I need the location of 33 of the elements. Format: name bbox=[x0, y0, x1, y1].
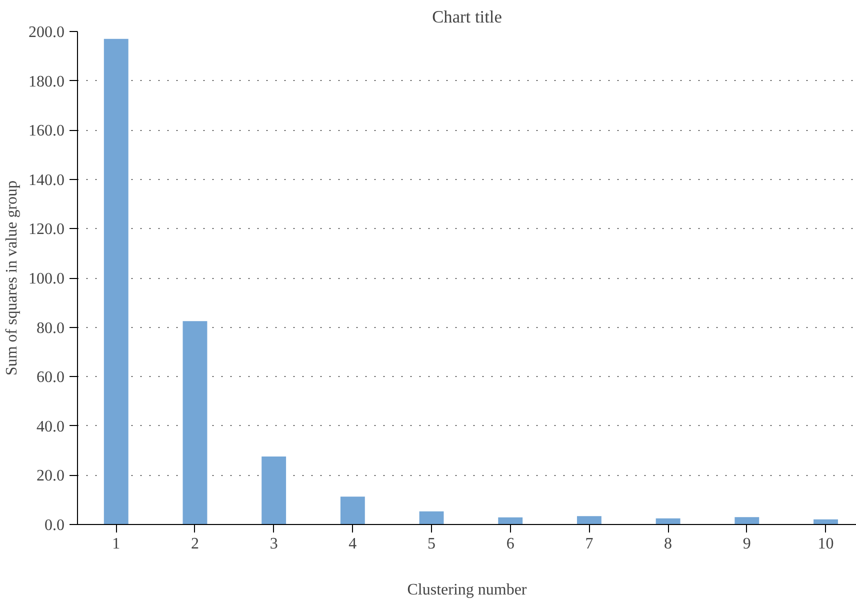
y-tick-label: 120.0 bbox=[28, 221, 64, 238]
y-tick-label: 60.0 bbox=[36, 369, 64, 386]
x-axis-title: Clustering number bbox=[407, 582, 528, 598]
x-tick-label: 8 bbox=[664, 536, 672, 552]
y-tick-label: 0.0 bbox=[44, 517, 64, 534]
bar bbox=[656, 518, 680, 524]
bar bbox=[498, 517, 523, 524]
x-tick-label: 10 bbox=[818, 536, 834, 552]
y-tick-label: 140.0 bbox=[28, 172, 64, 189]
x-tick-label: 1 bbox=[112, 536, 120, 552]
x-tick-label: 7 bbox=[585, 536, 594, 552]
y-tick-label: 160.0 bbox=[28, 122, 64, 140]
x-tick-label: 3 bbox=[270, 536, 278, 552]
chart-title: Chart title bbox=[432, 8, 502, 26]
y-tick-label: 20.0 bbox=[36, 468, 64, 485]
y-tick-label: 100.0 bbox=[28, 270, 64, 288]
x-tick-label: 9 bbox=[742, 536, 751, 552]
x-tick-label: 6 bbox=[506, 536, 514, 552]
bar bbox=[104, 38, 128, 524]
y-tick-label: 180.0 bbox=[28, 73, 64, 90]
bar bbox=[734, 517, 760, 524]
bar bbox=[182, 321, 208, 524]
bar bbox=[340, 496, 365, 524]
x-tick-label: 2 bbox=[190, 536, 199, 552]
y-tick-label: 40.0 bbox=[36, 418, 64, 436]
bar bbox=[576, 516, 602, 524]
y-tick-label: 80.0 bbox=[36, 320, 64, 337]
bar bbox=[262, 456, 286, 524]
y-axis-title: Sum of squares in value group bbox=[4, 180, 20, 376]
x-tick-label: 5 bbox=[428, 536, 436, 552]
bar bbox=[419, 511, 444, 524]
x-tick-label: 4 bbox=[348, 536, 357, 552]
y-tick-label: 200.0 bbox=[28, 24, 64, 41]
